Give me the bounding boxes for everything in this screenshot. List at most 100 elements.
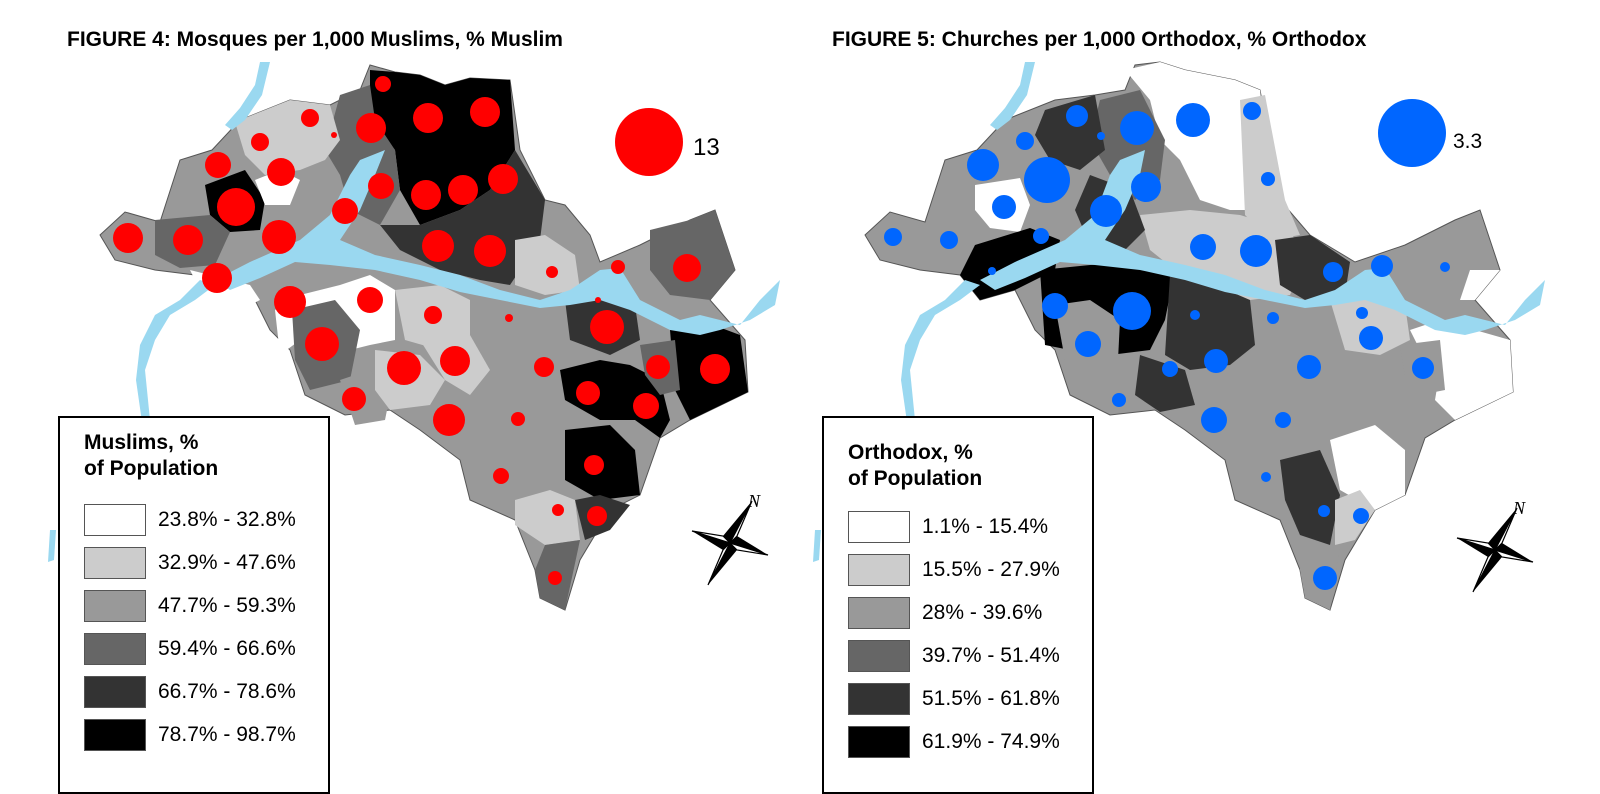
legend-5-item: 39.7% - 51.4% [848,639,1060,673]
map5-north-label: N [1512,498,1526,518]
mosque-symbol [301,109,319,127]
mosque-symbol [440,346,470,376]
legend-4-item: 47.7% - 59.3% [84,589,296,623]
map5-river [813,530,821,562]
legend-swatch [848,511,910,543]
map4-north-label: N [747,491,761,511]
legend-label: 59.4% - 66.6% [158,637,296,660]
legend-swatch [84,590,146,622]
legend-swatch [848,726,910,758]
mosque-symbol [448,175,478,205]
mosque-symbol [251,133,269,151]
legend-4-item: 59.4% - 66.6% [84,632,296,666]
church-symbol [1356,307,1368,319]
mosque-symbol [552,504,564,516]
church-symbol [1359,326,1383,350]
mosque-symbol [474,235,506,267]
mosque-symbol [413,103,443,133]
church-scale-symbol [1378,99,1446,167]
mosque-symbol [546,266,558,278]
legend-swatch [848,554,910,586]
legend-5-title: Orthodox, % of Population [848,440,982,492]
mosque-symbol [488,164,518,194]
church-symbol [1033,228,1049,244]
church-symbol [967,149,999,181]
mosque-symbol [422,230,454,262]
mosque-symbol [673,254,701,282]
legend-5-title-line1: Orthodox, % [848,441,973,464]
church-symbol [1275,412,1291,428]
legend-swatch [84,719,146,751]
mosque-scale-symbol [615,108,683,176]
mosque-symbol [356,113,386,143]
map5-district [1275,235,1350,300]
mosque-symbol [493,468,509,484]
mosque-symbol [331,132,337,138]
map5-lake [980,150,1545,335]
mosque-symbol [387,351,421,385]
mosque-symbol [646,355,670,379]
legend-4-title: Muslims, % of Population [84,430,218,482]
legend-label: 47.7% - 59.3% [158,594,296,617]
mosque-symbol [611,260,625,274]
map5-river [901,280,980,422]
mosque-symbol [332,198,358,224]
map5-north-arrow: N [1456,498,1534,593]
church-symbol [1240,235,1272,267]
legend-label: 1.1% - 15.4% [922,515,1049,538]
legend-5-item: 28% - 39.6% [848,596,1042,630]
figure-5-title: FIGURE 5: Churches per 1,000 Orthodox, %… [832,28,1367,51]
mosque-symbol [511,412,525,426]
mosque-symbol [590,310,624,344]
mosque-symbol [584,455,604,475]
map5-district [1140,210,1305,300]
mosque-symbol [505,314,513,322]
figure-5-legend: Orthodox, % of Population 1.1% - 15.4% 1… [822,416,1094,794]
mosque-symbol [548,571,562,585]
legend-5-item: 61.9% - 74.9% [848,725,1060,759]
mosque-symbol [587,506,607,526]
legend-label: 78.7% - 98.7% [158,723,296,746]
mosque-symbol [375,76,391,92]
map5-district [1135,355,1195,412]
mosque-symbol [470,97,500,127]
church-symbol [1120,111,1154,145]
church-scale-value: 3.3 [1453,130,1483,153]
figure-4-legend: Muslims, % of Population 23.8% - 32.8% 3… [58,416,330,794]
church-symbol [1261,472,1271,482]
church-symbol [1113,292,1151,330]
mosque-symbol [633,393,659,419]
mosque-symbol [534,357,554,377]
legend-swatch [848,597,910,629]
legend-swatch [84,676,146,708]
map4-mosque-symbols [113,76,730,585]
church-symbol [1024,157,1070,203]
church-symbol [1353,508,1369,524]
church-symbol [1243,102,1261,120]
legend-swatch [84,633,146,665]
mosque-symbol [411,180,441,210]
mosque-symbol [274,286,306,318]
mosque-symbol [205,152,231,178]
mosque-symbol [576,381,600,405]
church-symbol [1075,331,1101,357]
church-symbol [1190,310,1200,320]
church-symbol [884,228,902,246]
church-symbol [1323,262,1343,282]
mosque-symbol [113,223,143,253]
church-symbol [988,267,996,275]
legend-5-item: 51.5% - 61.8% [848,682,1060,716]
mosque-symbol [357,287,383,313]
legend-label: 39.7% - 51.4% [922,644,1060,667]
mosque-symbol [305,327,339,361]
legend-4-title-line1: Muslims, % [84,431,199,454]
church-symbol [1112,393,1126,407]
church-symbol [1016,132,1034,150]
legend-5-item: 1.1% - 15.4% [848,510,1048,544]
church-symbol [1412,357,1434,379]
map5-river [990,62,1035,130]
mosque-symbol [595,297,601,303]
map5-district [1460,270,1500,300]
church-symbol [1190,234,1216,260]
